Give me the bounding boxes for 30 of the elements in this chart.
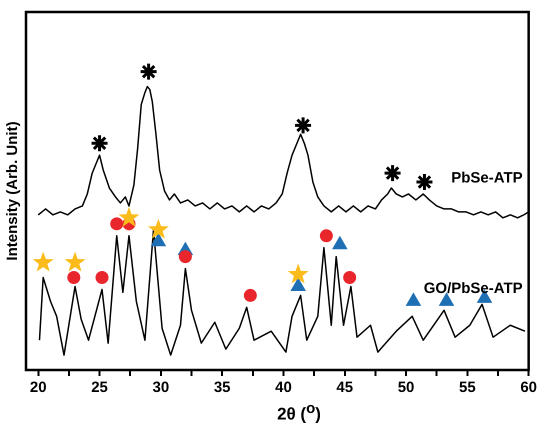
point: [67, 271, 80, 284]
point: [320, 229, 333, 242]
x-axis-title: 2θ ($^{o}$): [276, 400, 322, 425]
point: [439, 292, 454, 306]
point: [343, 271, 356, 284]
point: [414, 172, 434, 192]
x-tick-label: 20: [30, 379, 47, 396]
point: [406, 292, 421, 306]
point: [332, 236, 348, 250]
point: [294, 116, 313, 135]
series-label: GO/PbSe-ATP: [424, 280, 523, 298]
point: [178, 250, 192, 264]
point: [110, 217, 124, 230]
x-tick-label: 50: [398, 379, 414, 396]
point: [244, 288, 257, 302]
point: [150, 233, 166, 246]
x-tick-label: 30: [152, 379, 170, 396]
x-tick-label: 45: [336, 379, 354, 396]
x-tick-label: 60: [520, 379, 537, 396]
x-tick-label: 40: [275, 379, 292, 396]
series-label: PbSe-ATP: [451, 170, 523, 187]
point: [383, 164, 402, 183]
point: [96, 271, 109, 284]
y-axis-title: Intensity (Arb. Unit): [4, 121, 22, 261]
point: [90, 134, 110, 153]
x-tick-label: 55: [459, 379, 476, 396]
x-tick-label: 35: [214, 379, 231, 396]
point: [139, 62, 158, 82]
x-tick-label: 25: [91, 379, 108, 396]
point: [290, 278, 306, 291]
